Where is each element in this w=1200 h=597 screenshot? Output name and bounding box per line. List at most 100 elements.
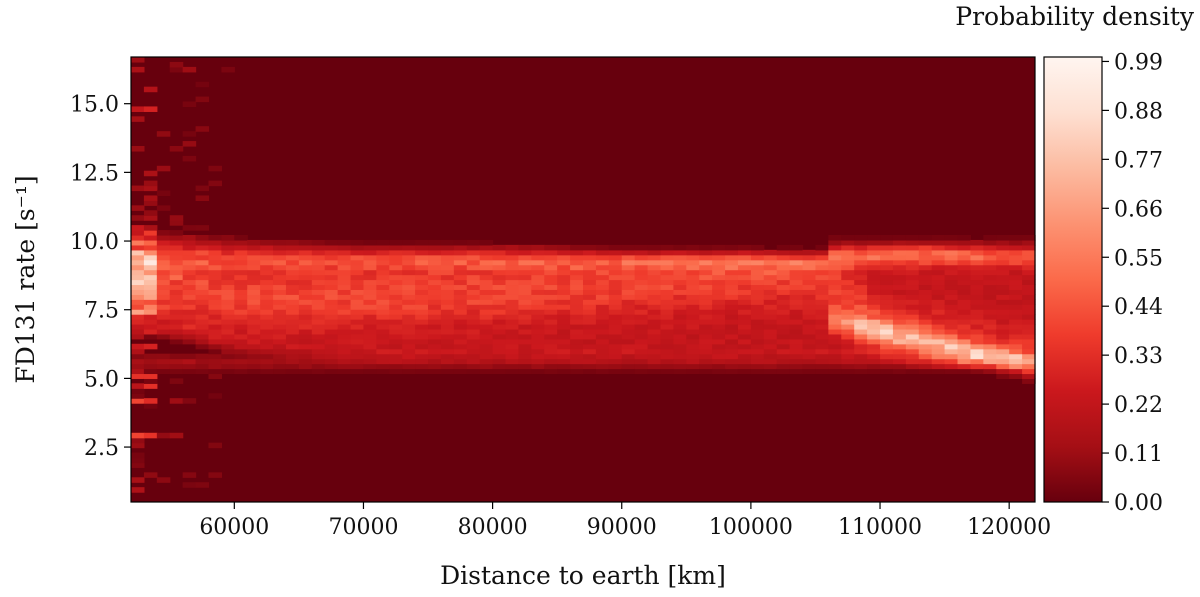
heatmap-cell xyxy=(1009,284,1023,290)
heatmap-cell xyxy=(428,343,442,350)
heatmap-cell xyxy=(944,274,959,281)
heatmap-cell xyxy=(996,249,1010,256)
heatmap-cell xyxy=(298,289,313,295)
heatmap-cell xyxy=(247,319,261,325)
heatmap-cell xyxy=(402,363,416,370)
heatmap-cell xyxy=(131,289,145,295)
heatmap-cell xyxy=(324,328,339,335)
heatmap-cell xyxy=(221,299,235,305)
heatmap-cell xyxy=(621,284,636,290)
heatmap-cell xyxy=(169,264,184,271)
heatmap-cell xyxy=(892,235,907,241)
heatmap-cell xyxy=(1009,244,1023,251)
heatmap-cell xyxy=(143,472,158,478)
heatmap-cell xyxy=(479,338,494,345)
heatmap-cell xyxy=(505,279,520,286)
heatmap-cell xyxy=(970,309,984,315)
heatmap-cell xyxy=(376,338,390,345)
heatmap-cell xyxy=(208,259,222,266)
heatmap-cell xyxy=(544,269,558,276)
heatmap-cell xyxy=(182,368,197,375)
heatmap-cell xyxy=(428,304,442,310)
heatmap-cell xyxy=(247,353,261,360)
heatmap-cell xyxy=(298,284,313,290)
heatmap-cell xyxy=(570,368,584,375)
heatmap-cell xyxy=(776,358,791,365)
heatmap-cell xyxy=(182,398,197,404)
colorbar-tick-label: 0.55 xyxy=(1114,246,1163,271)
heatmap-cell xyxy=(298,269,313,276)
heatmap-cell xyxy=(660,304,674,310)
heatmap-cell xyxy=(531,328,545,335)
heatmap-cell xyxy=(660,343,674,350)
heatmap-cell xyxy=(195,314,210,320)
heatmap-cell xyxy=(880,363,894,370)
heatmap-cell xyxy=(595,368,610,375)
heatmap-cell xyxy=(285,304,300,310)
heatmap-cell xyxy=(453,368,468,375)
heatmap-cell xyxy=(466,328,481,335)
heatmap-cell xyxy=(1009,294,1023,300)
heatmap-cell xyxy=(156,353,171,360)
heatmap-cell xyxy=(841,299,855,305)
heatmap-cell xyxy=(169,294,184,300)
heatmap-cell xyxy=(453,358,468,365)
heatmap-cell xyxy=(415,324,429,330)
heatmap-cell xyxy=(763,358,778,365)
heatmap-cell xyxy=(725,343,739,350)
heatmap-cell xyxy=(298,279,313,286)
heatmap-cell xyxy=(828,284,842,290)
heatmap-cell xyxy=(789,254,804,261)
heatmap-cell xyxy=(905,353,920,360)
heatmap-cell xyxy=(285,314,300,320)
heatmap-cell xyxy=(376,254,390,261)
heatmap-cell xyxy=(350,333,365,340)
heatmap-cell xyxy=(428,333,442,340)
heatmap-cell xyxy=(802,269,817,276)
heatmap-cell xyxy=(957,348,972,355)
heatmap-cell xyxy=(712,264,726,271)
heatmap-cell xyxy=(802,328,817,335)
heatmap-cell xyxy=(531,289,545,295)
heatmap-cell xyxy=(479,304,494,310)
heatmap-cell xyxy=(389,294,403,300)
heatmap-cell xyxy=(466,319,481,325)
heatmap-cell xyxy=(931,328,946,335)
heatmap-cell xyxy=(570,343,584,350)
heatmap-cell xyxy=(337,324,352,330)
heatmap-cell xyxy=(182,235,197,241)
heatmap-cell xyxy=(440,343,455,350)
heatmap-cell xyxy=(531,249,545,256)
heatmap-cell xyxy=(169,398,184,404)
heatmap-cell xyxy=(311,294,326,300)
heatmap-cell xyxy=(376,309,390,315)
heatmap-cell xyxy=(776,328,791,335)
heatmap-cell xyxy=(957,314,972,320)
heatmap-cell xyxy=(712,249,726,256)
heatmap-cell xyxy=(931,259,946,266)
heatmap-cell xyxy=(841,304,855,310)
heatmap-cell xyxy=(892,333,907,340)
heatmap-cell xyxy=(802,324,817,330)
heatmap-cell xyxy=(337,319,352,325)
heatmap-cell xyxy=(725,358,739,365)
heatmap-cell xyxy=(789,368,804,375)
heatmap-cell xyxy=(1022,363,1036,370)
heatmap-cell xyxy=(195,235,210,241)
heatmap-cell xyxy=(841,254,855,261)
heatmap-cell xyxy=(880,328,894,335)
heatmap-cell xyxy=(750,348,765,355)
heatmap-cell xyxy=(285,353,300,360)
colorbar-tick-label: 0.88 xyxy=(1114,99,1163,124)
heatmap-cell xyxy=(750,319,765,325)
heatmap-cell xyxy=(415,264,429,271)
heatmap-cell xyxy=(143,309,158,315)
heatmap-cell xyxy=(479,353,494,360)
heatmap-cell xyxy=(156,254,171,261)
heatmap-cell xyxy=(182,279,197,286)
heatmap-cell xyxy=(221,264,235,271)
y-tick-label: 7.5 xyxy=(84,299,119,324)
heatmap-cell xyxy=(285,259,300,266)
heatmap-cell xyxy=(208,274,222,281)
heatmap-cell xyxy=(944,348,959,355)
